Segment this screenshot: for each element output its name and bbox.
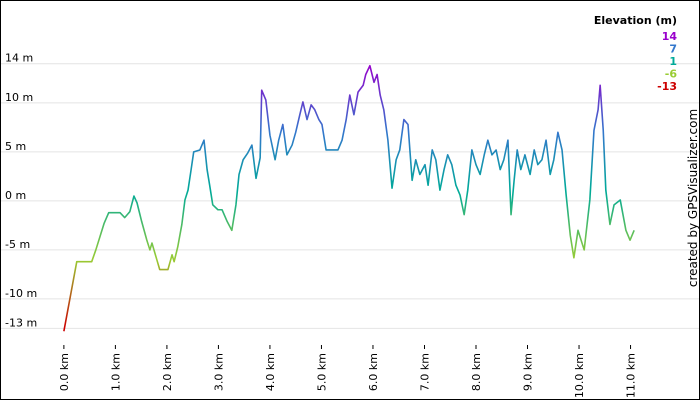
y-tick-label: 14 m: [5, 52, 33, 65]
y-tick-label: 5 m: [5, 140, 26, 153]
legend-entry: -13: [657, 80, 677, 93]
x-tick-label: 9.0 km: [522, 353, 535, 391]
x-tick-label: 2.0 km: [161, 353, 174, 391]
legend-entry: 7: [669, 43, 677, 56]
x-tick-label: 7.0 km: [418, 353, 431, 391]
x-tick-label: 0.0 km: [58, 353, 71, 391]
elevation-line: [63, 64, 635, 332]
y-tick-label: 10 m: [5, 91, 33, 104]
x-tick-label: 11.0 km: [625, 353, 638, 398]
y-tick-label: -5 m: [5, 238, 30, 251]
legend-entry: 14: [662, 30, 678, 43]
x-tick-label: 8.0 km: [470, 353, 483, 391]
legend-entry: 1: [669, 55, 677, 68]
x-tick-label: 6.0 km: [367, 353, 380, 391]
legend-entry: -6: [665, 68, 678, 81]
y-tick-label: -13 m: [5, 316, 37, 329]
y-tick-label: -10 m: [5, 287, 37, 300]
x-tick-label: 10.0 km: [573, 353, 586, 398]
watermark: created by GPSVisualizer.com: [686, 109, 700, 287]
x-tick-label: 1.0 km: [109, 353, 122, 391]
legend-title: Elevation (m): [594, 14, 677, 27]
x-tick-label: 4.0 km: [264, 353, 277, 391]
x-tick-label: 5.0 km: [315, 353, 328, 391]
x-tick-label: 3.0 km: [212, 353, 225, 391]
y-tick-label: 0 m: [5, 189, 26, 202]
